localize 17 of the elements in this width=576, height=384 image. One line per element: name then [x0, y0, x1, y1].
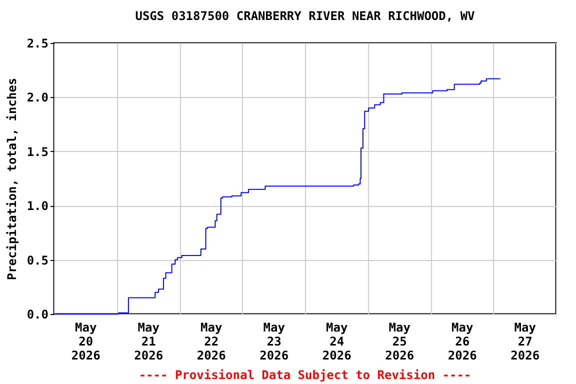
x-tick-label: May 20 2026 — [71, 320, 100, 362]
x-tick-label: May 25 2026 — [385, 320, 414, 362]
y-tick-label: 1.0 — [26, 199, 48, 214]
x-tick-label: May 27 2026 — [510, 320, 540, 362]
x-tick-label: May 26 2026 — [448, 320, 477, 362]
text: ---- Provisional Data Subject to Revision ---- — [138, 368, 472, 382]
y-tick-label: 0.0 — [26, 308, 48, 322]
y-tick-label: 2.5 — [26, 36, 48, 50]
y-axis-title: Precipitation, total, inches — [4, 78, 19, 280]
x-tick-label: May 22 2026 — [196, 320, 226, 362]
x-tick-label: May 23 2026 — [260, 320, 289, 362]
y-tick-label: 0.5 — [26, 253, 48, 268]
x-tick-label: May 24 2026 — [322, 320, 352, 362]
y-tick-label: 1.5 — [26, 144, 48, 159]
chart-title: USGS 03187500 CRANBERRY RIVER NEAR RICHWOOD, WV — [135, 9, 475, 23]
y-tick-label: 2.0 — [26, 90, 48, 105]
x-tick-label: May 21 2026 — [134, 320, 164, 362]
